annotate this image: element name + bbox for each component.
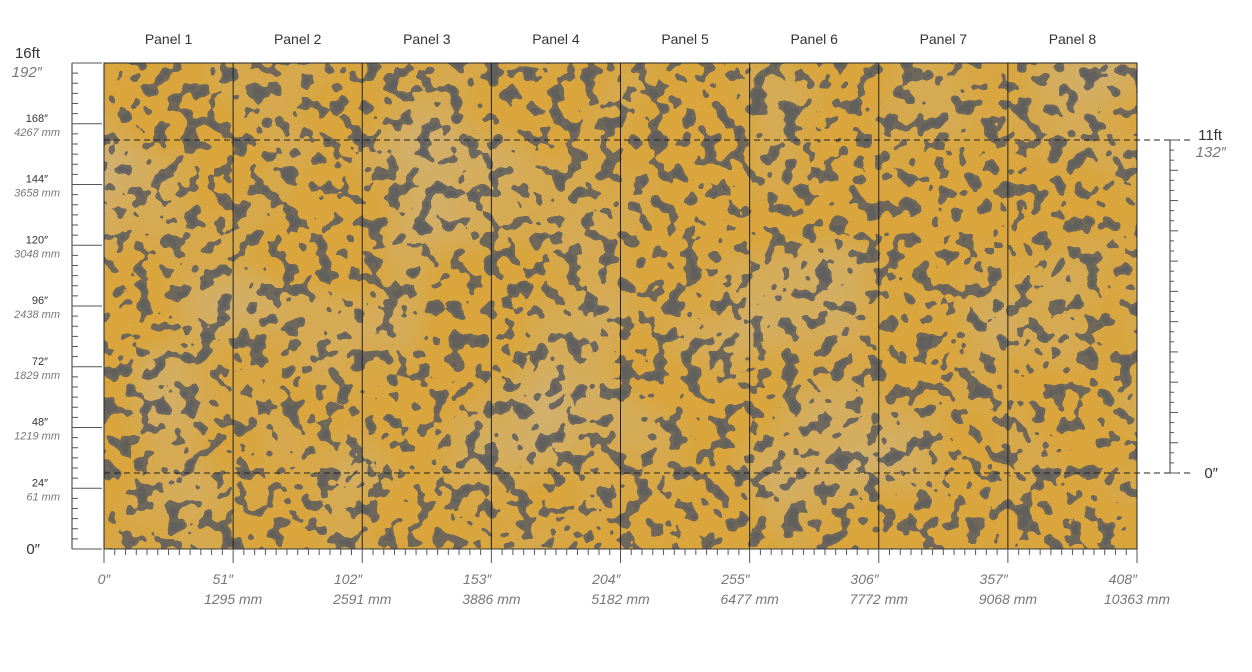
panel-label: Panel 6 [790, 31, 838, 47]
left-label: 192″ [12, 64, 43, 81]
panel-label: Panel 2 [274, 31, 322, 47]
bottom-label: 408″ [1109, 571, 1138, 587]
bottom-label: 0″ [98, 571, 112, 587]
left-label: 48″ [32, 417, 48, 429]
left-mm: 1219 mm [14, 431, 60, 443]
left-mm: 4267 mm [14, 127, 60, 139]
bottom-mm: 10363 mm [1104, 591, 1170, 607]
bottom-label: 51″ [213, 571, 235, 587]
left-mm: 61 mm [26, 491, 60, 503]
left-label: 0″ [26, 541, 40, 558]
left-label: 168″ [26, 113, 48, 125]
bottom-label: 255″ [720, 571, 750, 587]
right-inches: 132″ [1196, 144, 1227, 161]
right-zero: 0″ [1204, 465, 1218, 482]
bottom-mm: 3886 mm [462, 591, 521, 607]
panel-label: Panel 8 [1049, 31, 1097, 47]
left-top-label: 16ft [15, 45, 41, 62]
panel-label: Panel 7 [920, 31, 968, 47]
left-label: 144″ [26, 174, 48, 186]
bottom-mm: 1295 mm [204, 591, 263, 607]
bottom-mm: 9068 mm [979, 591, 1038, 607]
left-label: 120″ [26, 234, 48, 246]
panel-label: Panel 5 [661, 31, 709, 47]
annotations: Panel 1 Panel 2 Panel 3 Panel 4 Panel 5 Panel… [12, 31, 1227, 607]
left-mm: 2438 mm [13, 309, 60, 321]
left-mm: 3048 mm [14, 248, 60, 260]
bottom-mm: 5182 mm [591, 591, 650, 607]
left-label: 96″ [32, 295, 48, 307]
panel-label: Panel 1 [145, 31, 193, 47]
bottom-mm: 2591 mm [332, 591, 392, 607]
left-mm: 3658 mm [14, 188, 60, 200]
panel-label: Panel 3 [403, 31, 451, 47]
bottom-mm: 7772 mm [850, 591, 909, 607]
left-label: 72″ [32, 356, 48, 368]
bottom-label: 306″ [850, 571, 879, 587]
left-label: 24″ [32, 477, 48, 489]
right-feet: 11ft [1198, 127, 1223, 144]
bottom-label: 102″ [334, 571, 363, 587]
bottom-label: 357″ [980, 571, 1009, 587]
bottom-label: 153″ [463, 571, 492, 587]
left-mm: 1829 mm [14, 370, 60, 382]
panel-label: Panel 4 [532, 31, 580, 47]
bottom-mm: 6477 mm [720, 591, 779, 607]
bottom-label: 204″ [591, 571, 621, 587]
